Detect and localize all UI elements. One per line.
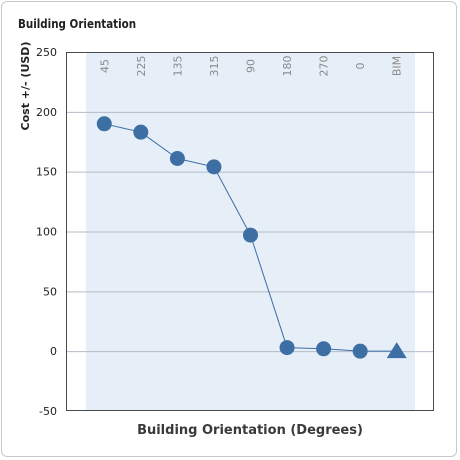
data-markers	[96, 116, 407, 359]
category-label: 270	[318, 56, 331, 77]
panel-title: Building Orientation	[18, 17, 137, 31]
data-point[interactable]	[279, 340, 295, 356]
category-label: 225	[135, 56, 148, 77]
y-tick-label: 0	[50, 345, 57, 358]
data-point[interactable]	[96, 116, 112, 132]
y-tick-label: 50	[43, 285, 57, 298]
category-label: 90	[245, 59, 258, 73]
data-point[interactable]	[243, 227, 258, 243]
y-tick-labels: 250 200 150 100 50 0 -50	[36, 46, 57, 418]
data-point-triangle[interactable]	[386, 342, 407, 359]
category-label: 180	[281, 56, 294, 77]
category-label: 135	[171, 56, 184, 77]
category-label: 0	[354, 63, 367, 70]
data-point[interactable]	[169, 151, 185, 167]
y-tick-label: -50	[39, 405, 57, 418]
y-tick-label: 250	[36, 46, 57, 59]
data-point[interactable]	[352, 343, 368, 359]
y-tick-label: 150	[36, 166, 57, 179]
y-tick-label: 200	[36, 106, 57, 119]
data-point[interactable]	[206, 159, 222, 175]
y-tick-label: 100	[36, 226, 57, 239]
y-axis-label: Cost +/- (USD)	[19, 42, 32, 131]
x-axis-label: Building Orientation (Degrees)	[137, 423, 363, 438]
category-label: 45	[98, 59, 111, 73]
data-point[interactable]	[316, 341, 332, 357]
plot-frame	[66, 52, 434, 411]
category-label: 315	[208, 56, 221, 77]
data-point[interactable]	[133, 124, 149, 140]
category-label: BIM	[391, 56, 404, 76]
category-labels: 45 225 135 315 90 180 270 0 BIM	[98, 56, 403, 77]
